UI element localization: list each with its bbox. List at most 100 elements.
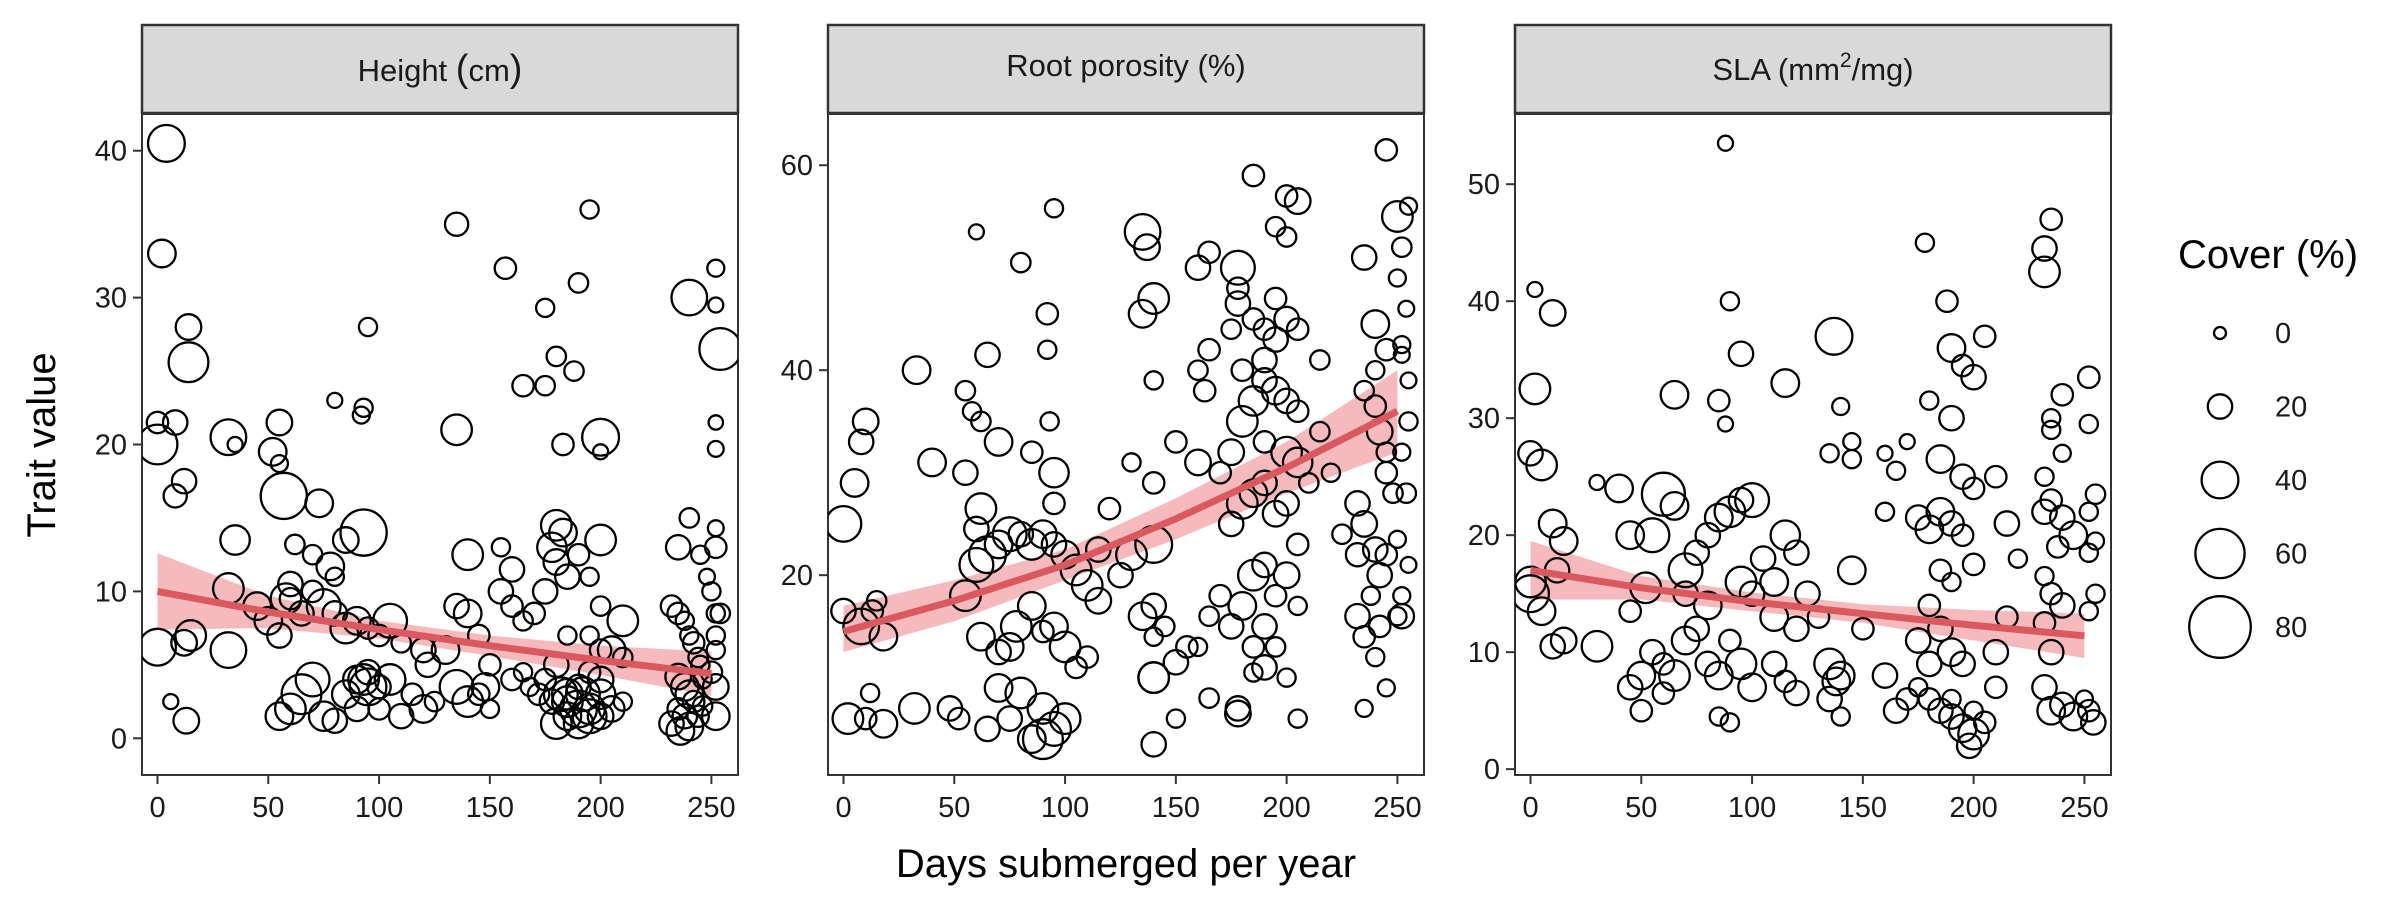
data-point (1387, 605, 1408, 627)
data-point (1309, 420, 1331, 443)
data-point (1982, 638, 2010, 666)
data-point (2045, 535, 2070, 559)
data-point (1224, 290, 1252, 317)
data-point (1525, 448, 1559, 482)
data-point (1941, 688, 1962, 710)
data-point (698, 326, 738, 372)
data-point (557, 625, 578, 646)
data-point (952, 459, 979, 487)
data-point (1208, 583, 1233, 608)
data-point (851, 407, 880, 436)
data-point (209, 418, 248, 457)
data-point (1737, 672, 1768, 703)
data-point (1380, 200, 1414, 233)
data-point (1039, 411, 1060, 432)
data-point (1694, 650, 1722, 678)
data-point (1354, 698, 1374, 719)
data-point (1344, 541, 1371, 568)
data-point (1831, 396, 1851, 417)
data-point (1241, 163, 1266, 188)
data-point (1706, 388, 1731, 413)
data-point (500, 594, 524, 618)
data-point (1360, 585, 1382, 606)
data-point (1783, 539, 1810, 567)
data-point (1026, 691, 1060, 725)
data-point (257, 436, 288, 467)
x-tick-label: 200 (1262, 792, 1310, 824)
data-point (1813, 647, 1847, 681)
data-point (994, 631, 1025, 662)
data-point (1251, 613, 1278, 640)
data-point (470, 671, 501, 702)
data-point (1287, 708, 1308, 729)
data-point (2085, 583, 2106, 604)
data-point (1983, 675, 2008, 700)
data-point (1107, 561, 1134, 589)
data-point (219, 524, 251, 556)
data-point (539, 508, 573, 542)
data-point (1164, 430, 1188, 454)
data-point (996, 705, 1024, 732)
data-point (1251, 654, 1278, 681)
data-point (1917, 593, 1942, 618)
data-point (1816, 685, 1843, 713)
data-point (1127, 298, 1158, 329)
data-point (1015, 527, 1049, 561)
data-point (579, 199, 600, 220)
y-tick-label: 60 (781, 150, 813, 182)
data-point (326, 391, 344, 410)
data-point (1361, 536, 1389, 563)
data-point (1035, 301, 1060, 326)
data-point (162, 483, 188, 509)
x-tick-label: 250 (687, 792, 735, 824)
legend-key (2188, 595, 2252, 659)
y-axis-title: Trait value (20, 352, 64, 537)
data-point (2028, 255, 2061, 289)
data-point (1927, 615, 1954, 643)
data-point (1187, 359, 1209, 382)
data-point (347, 663, 381, 696)
data-point (1223, 699, 1252, 728)
data-point (1165, 708, 1187, 729)
data-point (174, 313, 203, 341)
data-point (591, 443, 610, 461)
data-point (564, 676, 601, 713)
data-point (681, 630, 706, 655)
data-point (1738, 580, 1766, 608)
data-point (1143, 626, 1164, 647)
data-point (408, 693, 439, 724)
data-point (1915, 650, 1943, 678)
data-point (1123, 212, 1162, 251)
data-point (1397, 299, 1416, 318)
data-point (1040, 531, 1068, 558)
data-point (1075, 645, 1100, 669)
data-point (958, 546, 995, 583)
fit-line (1529, 566, 2085, 640)
data-point (707, 414, 725, 431)
data-point (1935, 289, 1959, 314)
data-point (1287, 595, 1308, 617)
data-point (579, 625, 600, 646)
data-point (1141, 471, 1166, 495)
data-point (1016, 724, 1047, 755)
data-point (387, 702, 415, 730)
data-point (705, 625, 727, 646)
x-tick-label: 0 (1522, 792, 1538, 824)
data-point (1949, 650, 1976, 678)
data-point (519, 676, 540, 698)
data-point (146, 123, 186, 163)
data-point (1821, 666, 1852, 697)
data-point (1251, 346, 1278, 374)
data-point (1039, 611, 1069, 642)
data-point (1692, 590, 1723, 621)
data-point (1537, 508, 1568, 539)
data-point (831, 702, 865, 736)
data-point (1140, 730, 1168, 758)
data-point (294, 661, 331, 698)
data-point (1121, 452, 1142, 473)
data-point (1548, 526, 1579, 556)
data-point (2078, 542, 2100, 563)
data-point (1009, 251, 1032, 274)
x-tick-label: 50 (252, 792, 284, 824)
